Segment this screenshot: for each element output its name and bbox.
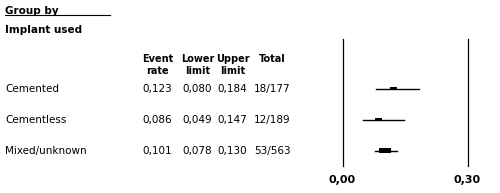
Text: 0,086: 0,086 [142,115,172,125]
Text: 53/563: 53/563 [254,146,291,156]
Text: 0,101: 0,101 [142,146,172,156]
Text: 0,147: 0,147 [218,115,248,125]
Text: 0,123: 0,123 [142,84,172,94]
Text: Group by: Group by [5,6,59,16]
Bar [375,118,382,121]
Text: Total: Total [259,54,286,64]
Bar [378,148,390,153]
Text: 0,00: 0,00 [329,175,356,185]
Text: Implant used: Implant used [5,25,82,35]
Text: 0,30: 0,30 [454,175,481,185]
Text: Lower
limit: Lower limit [181,54,214,76]
Text: 18/177: 18/177 [254,84,291,94]
Text: Mixed/unknown: Mixed/unknown [5,146,86,156]
Text: Cementless: Cementless [5,115,66,125]
Text: 0,184: 0,184 [218,84,248,94]
Text: 0,130: 0,130 [218,146,248,156]
Text: Cemented: Cemented [5,84,59,94]
Text: 0,049: 0,049 [182,115,212,125]
Text: Event
rate: Event rate [142,54,173,76]
Text: 0,080: 0,080 [183,84,212,94]
Text: 12/189: 12/189 [254,115,291,125]
Bar [390,87,398,90]
Text: 0,078: 0,078 [182,146,212,156]
Text: Upper
limit: Upper limit [216,54,250,76]
